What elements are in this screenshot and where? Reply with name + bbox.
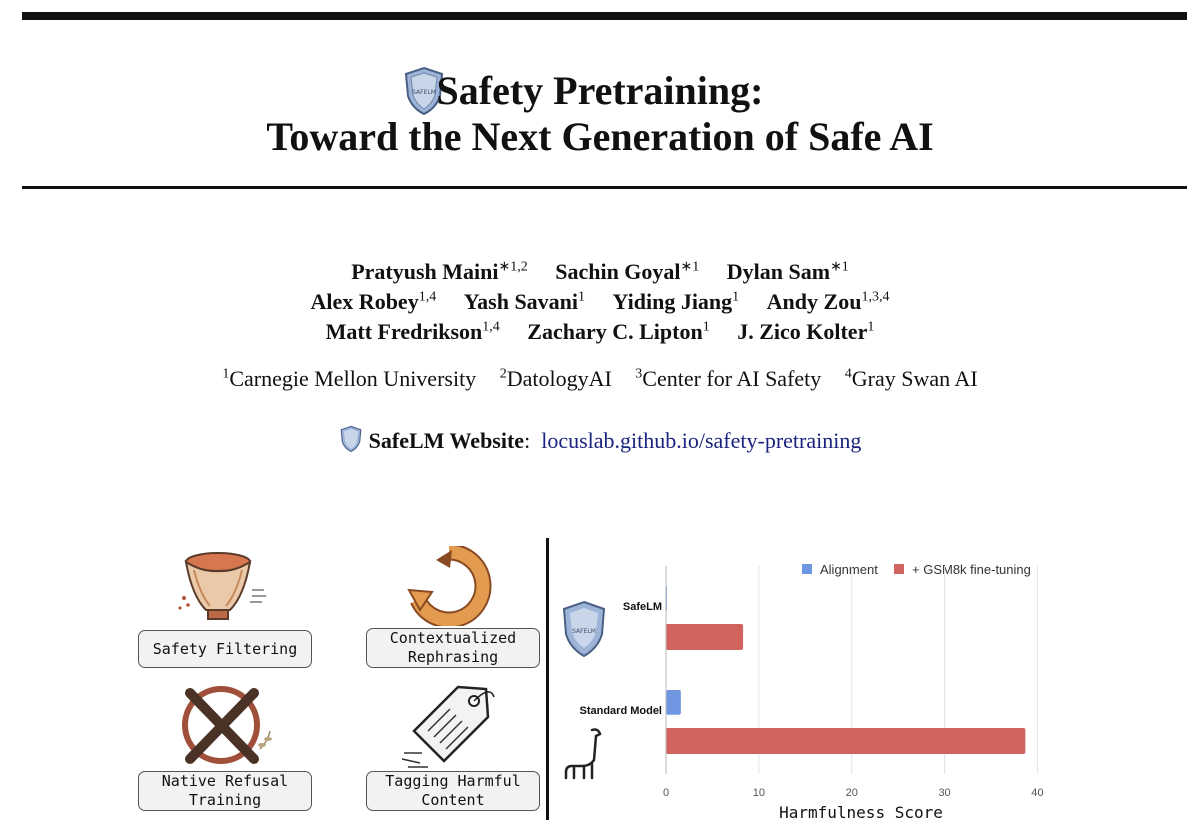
y-tick-label: Standard Model [579, 705, 662, 717]
legend-label: Alignment [820, 562, 878, 577]
rephrase-cycle-icon [407, 546, 492, 626]
x-axis-label: Harmfulness Score [779, 803, 943, 822]
author: Yash Savani1 [463, 289, 586, 315]
svg-text:SAFELM: SAFELM [412, 89, 436, 96]
y-tick-label: SafeLM [623, 601, 662, 613]
paper-title-line1: Safety Pretraining: [436, 68, 764, 113]
chart-legend: Alignment + GSM8k fine-tuning [802, 562, 1031, 577]
llama-icon [564, 728, 602, 780]
author: Andy Zou1,3,4 [766, 289, 890, 315]
safelm-shield-logo: SAFELM [404, 66, 444, 116]
author: Alex Robey1,4 [310, 289, 437, 315]
x-tick-label: 0 [663, 787, 669, 799]
affiliation: 3Center for AI Safety [635, 366, 822, 391]
filter-funnel-icon [178, 552, 266, 620]
method-label-contextualized-rephrasing: Contextualized Rephrasing [366, 628, 540, 668]
website-line: SafeLM Website: locuslab.github.io/safet… [0, 425, 1200, 454]
top-rule [22, 12, 1187, 20]
x-tick-label: 10 [753, 787, 765, 799]
bar-1-1 [666, 728, 1026, 754]
legend-label: + GSM8k fine-tuning [912, 562, 1031, 577]
author-line-1: Pratyush Maini∗1,2 Sachin Goyal∗1 Dylan … [0, 253, 1200, 287]
author: Zachary C. Lipton1 [527, 319, 710, 345]
author-line-2: Alex Robey1,4 Yash Savani1 Yiding Jiang1… [0, 283, 1200, 317]
author: Dylan Sam∗1 [726, 259, 849, 285]
affiliation: 2DatologyAI [499, 366, 612, 391]
website-link[interactable]: locuslab.github.io/safety-pretraining [541, 428, 862, 453]
affiliation: 1Carnegie Mellon University [222, 366, 477, 391]
author: Sachin Goyal∗1 [555, 259, 700, 285]
x-tick-label: 30 [938, 787, 950, 799]
svg-text:SAFELM: SAFELM [572, 628, 596, 635]
method-label-native-refusal-training: Native Refusal Training [138, 771, 312, 811]
bar-1-0 [666, 624, 744, 650]
safelm-shield-icon [340, 425, 362, 453]
harmfulness-bar-chart: Alignment + GSM8k fine-tuning SAFELM 0 10 2… [562, 562, 1044, 822]
section-divider [546, 538, 549, 820]
price-tag-icon [401, 685, 495, 768]
paper-title-line2: Toward the Next Generation of Safe AI [266, 114, 934, 159]
legend-swatch [802, 564, 812, 574]
method-label-tagging-harmful-content: Tagging Harmful Content [366, 771, 540, 811]
title-rule [22, 186, 1187, 189]
refusal-x-icon [182, 686, 272, 764]
website-label: SafeLM Website [368, 428, 525, 453]
author: Pratyush Maini∗1,2 [351, 259, 528, 285]
author: J. Zico Kolter1 [737, 319, 875, 345]
safelm-shield-icon: SAFELM [562, 600, 606, 658]
legend-swatch [894, 564, 904, 574]
method-label-safety-filtering: Safety Filtering [138, 630, 312, 668]
affiliation: 4Gray Swan AI [844, 366, 978, 391]
author: Matt Fredrikson1,4 [325, 319, 500, 345]
author: Yiding Jiang1 [612, 289, 740, 315]
affiliations: 1Carnegie Mellon University 2DatologyAI … [0, 366, 1200, 392]
x-tick-label: 20 [846, 787, 858, 799]
x-tick-label: 40 [1031, 787, 1043, 799]
author-line-3: Matt Fredrikson1,4 Zachary C. Lipton1 J.… [0, 313, 1200, 347]
bar-0-1 [666, 690, 681, 715]
